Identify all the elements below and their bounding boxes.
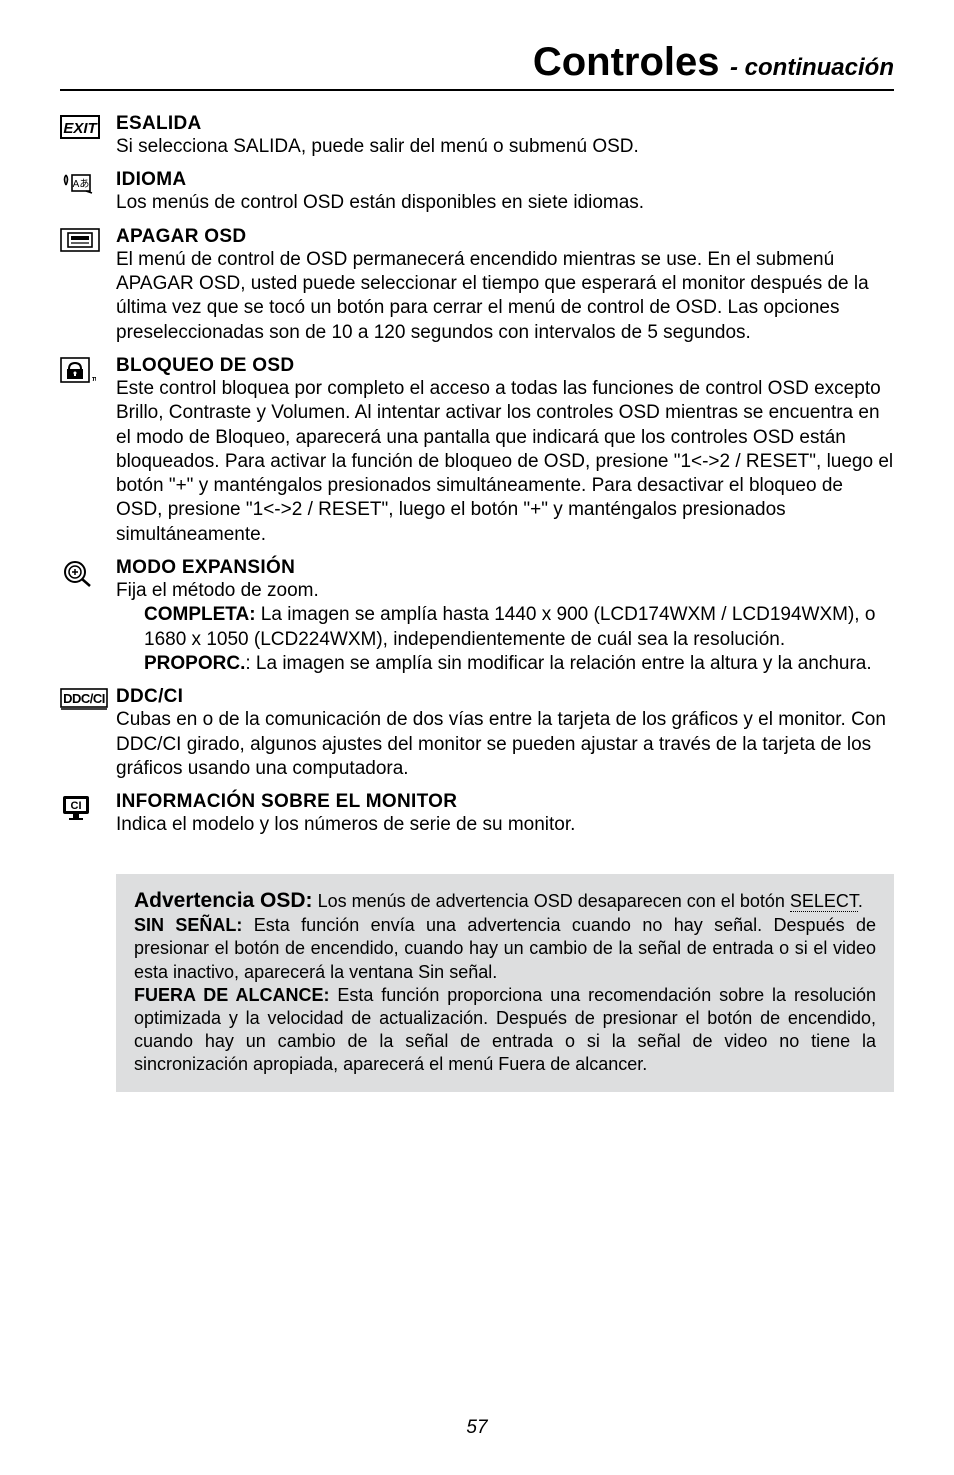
expansion-full: COMPLETA: La imagen se amplía hasta 1440… [116, 603, 894, 652]
warning-title-rest: Los menús de advertencia OSD desaparecen… [313, 891, 790, 911]
svg-text:π0: π0 [92, 376, 96, 383]
monitor-info-body: Indica el modelo y los números de serie … [116, 813, 894, 837]
section-ddcci: DDC/CI DDC/CI Cubas en o de la comunicac… [60, 686, 894, 781]
section-osd-lock: π0 BLOQUEO DE OSD Este control bloquea p… [60, 355, 894, 547]
ddcci-icon: DDC/CI [60, 686, 116, 781]
outrange-label: FUERA DE ALCANCE: [134, 985, 329, 1005]
osd-lock-body: Este control bloquea por completo el acc… [116, 377, 894, 547]
section-exit: EXIT ESALIDA Si selecciona SALIDA, puede… [60, 113, 894, 159]
expansion-aspect: PROPORC.: La imagen se amplía sin modifi… [116, 652, 894, 676]
full-label: COMPLETA: [144, 604, 256, 625]
page-number: 57 [0, 1417, 954, 1439]
warning-title: Advertencia OSD: [134, 889, 313, 912]
expansion-icon [60, 557, 116, 676]
osd-off-icon [60, 226, 116, 345]
language-title: IDIOMA [116, 169, 894, 191]
warning-select: SELECT [790, 891, 858, 912]
osd-lock-title: BLOQUEO DE OSD [116, 355, 894, 377]
ddcci-title: DDC/CI [116, 686, 894, 708]
nosignal-label: SIN SEÑAL: [134, 915, 242, 935]
language-body: Los menús de control OSD están disponibl… [116, 191, 894, 215]
page-title: Controles [533, 40, 720, 84]
expansion-title: MODO EXPANSIÓN [116, 557, 894, 579]
svg-text:EXIT: EXIT [63, 120, 98, 137]
warning-outrange: FUERA DE ALCANCE: Esta función proporcio… [134, 984, 876, 1076]
osd-off-body: El menú de control de OSD permanecerá en… [116, 248, 894, 345]
section-expansion: MODO EXPANSIÓN Fija el método de zoom. C… [60, 557, 894, 676]
page-subtitle: - continuación [730, 54, 894, 81]
aspect-label: PROPORC. [144, 653, 245, 674]
osd-off-title: APAGAR OSD [116, 226, 894, 248]
ddcci-body: Cubas en o de la comunicación de dos vía… [116, 708, 894, 781]
language-icon: Aあ [60, 169, 116, 215]
section-language: Aあ IDIOMA Los menús de control OSD están… [60, 169, 894, 215]
section-osd-off: APAGAR OSD El menú de control de OSD per… [60, 226, 894, 345]
warning-nosignal: SIN SEÑAL: Esta función envía una advert… [134, 914, 876, 983]
warning-intro: Advertencia OSD: Los menús de advertenci… [134, 888, 876, 915]
section-monitor-info: CI INFORMACIÓN SOBRE EL MONITOR Indica e… [60, 791, 894, 837]
nosignal-text: Esta función envía una advertencia cuand… [134, 915, 876, 981]
lock-icon: π0 [60, 355, 116, 547]
exit-body: Si selecciona SALIDA, puede salir del me… [116, 135, 894, 159]
svg-text:Aあ: Aあ [73, 178, 90, 190]
aspect-text: : La imagen se amplía sin modificar la r… [245, 653, 871, 674]
monitor-info-icon: CI [60, 791, 116, 837]
warning-box: Advertencia OSD: Los menús de advertenci… [116, 874, 894, 1092]
exit-icon: EXIT [60, 113, 116, 159]
exit-title: ESALIDA [116, 113, 894, 135]
expansion-body0: Fija el método de zoom. [116, 579, 894, 603]
svg-text:DDC/CI: DDC/CI [63, 691, 105, 706]
page-header: Controles - continuación [60, 40, 894, 91]
monitor-info-title: INFORMACIÓN SOBRE EL MONITOR [116, 791, 894, 813]
svg-text:CI: CI [71, 800, 82, 812]
